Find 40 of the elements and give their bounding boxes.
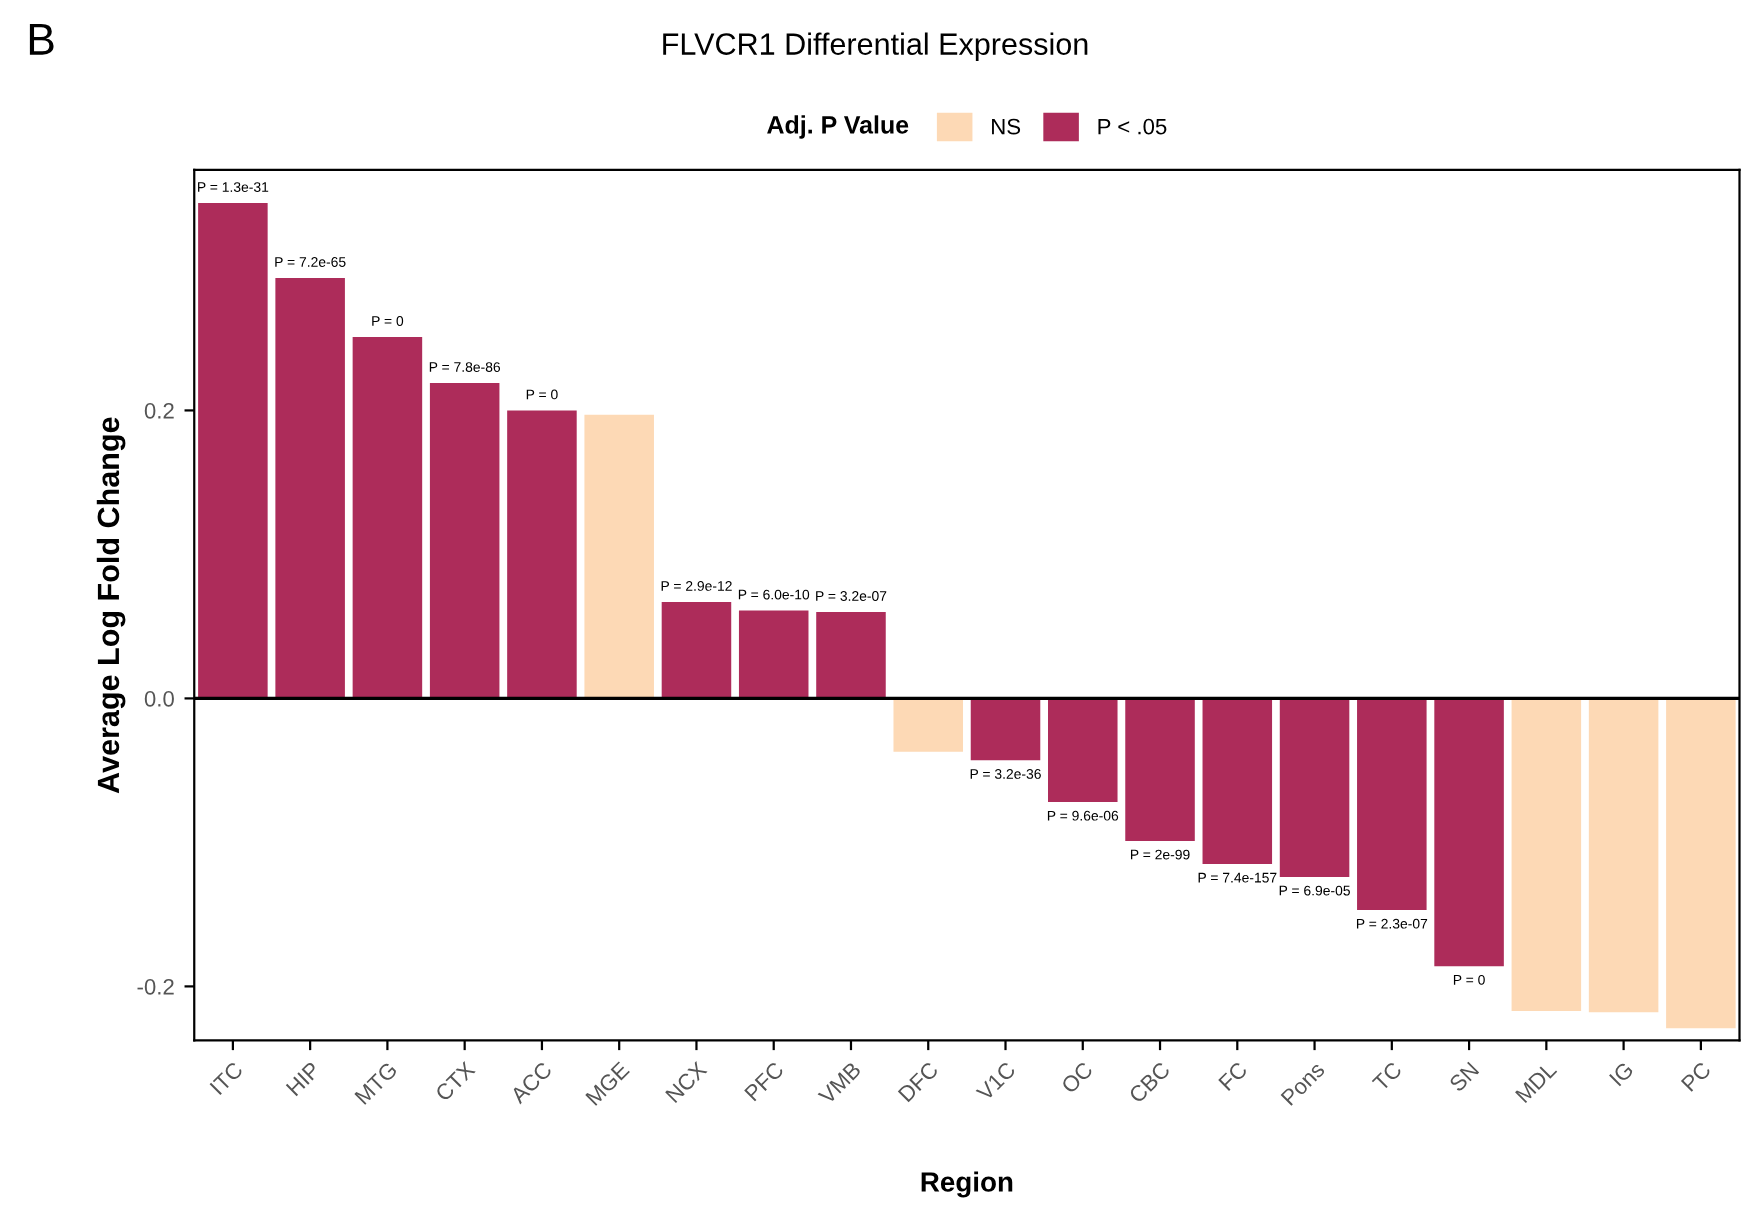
x-tick-label: IG (1608, 1061, 1634, 1087)
x-tick-label: MDL (1515, 1060, 1558, 1104)
bar (893, 698, 964, 752)
bar (970, 698, 1041, 761)
bar (1357, 698, 1427, 911)
y-tick-label: -0.2 (137, 978, 174, 995)
legend-label: P < .05 (1098, 118, 1167, 135)
bar (1125, 698, 1195, 841)
text: B (29, 24, 54, 55)
chart-title: FLVCR1 Differential Expression (663, 32, 1088, 61)
x-tick-label: PC (1680, 1060, 1712, 1092)
x-tick-label: FC (1218, 1060, 1249, 1092)
bar (661, 601, 732, 699)
x-tick-label: ITC (209, 1060, 244, 1096)
y-tick-label: 0.2 (144, 402, 174, 419)
bar (429, 383, 500, 699)
bar (198, 203, 268, 699)
bar (738, 610, 809, 699)
x-tick-label: V1C (975, 1060, 1017, 1102)
legend-title: Adj. P Value (767, 115, 909, 139)
x-tick-label: OC (1060, 1060, 1094, 1095)
bar (352, 336, 423, 699)
x-tick-label: TC (1371, 1060, 1403, 1092)
bar (1048, 698, 1118, 803)
bar (816, 612, 886, 699)
bar (1202, 698, 1273, 865)
x-tick-label: SN (1448, 1061, 1480, 1093)
y-axis-title: Average Log Fold Change (96, 417, 126, 794)
legend-label: NS (992, 118, 1021, 135)
x-axis-title: Region (921, 1171, 1013, 1198)
x-tick-label: HIP (285, 1061, 321, 1097)
bar (1279, 698, 1350, 877)
y-tick-label: 0.0 (144, 690, 174, 707)
bar (584, 414, 654, 699)
bar (507, 410, 577, 699)
bar (1434, 698, 1504, 967)
bar (275, 277, 345, 699)
bar (1511, 698, 1582, 1011)
bar (1666, 698, 1736, 1029)
bar (1588, 698, 1659, 1013)
